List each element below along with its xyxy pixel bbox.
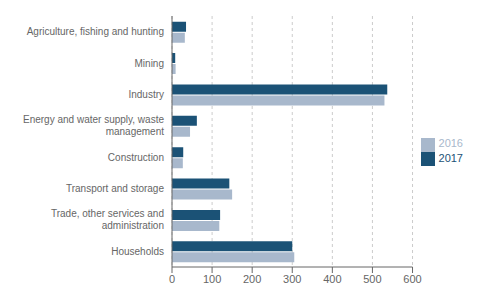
html-text:2017: 2017	[438, 151, 463, 164]
svg-text:Construction: Construction	[108, 152, 164, 163]
svg-text:100: 100	[203, 273, 221, 285]
svg-text:400: 400	[323, 273, 341, 285]
svg-text:Industry: Industry	[128, 89, 164, 100]
svg-text:Trade, other services andadmin: Trade, other services andadministration	[51, 208, 164, 231]
svg-text:600: 600	[403, 273, 421, 285]
html-text:2016: 2016	[438, 137, 463, 150]
svg-text:Households: Households	[111, 246, 164, 257]
svg-text:500: 500	[363, 273, 381, 285]
svg-text:Mining: Mining	[135, 58, 164, 69]
svg-text:Energy and water supply, waste: Energy and water supply, wastemanagement	[23, 114, 164, 137]
svg-text:0: 0	[169, 273, 175, 285]
svg-text:300: 300	[283, 273, 301, 285]
svg-text:Agriculture, fishing and hunti: Agriculture, fishing and hunting	[27, 26, 164, 37]
svg-text:200: 200	[243, 273, 261, 285]
svg-text:Transport and storage: Transport and storage	[66, 183, 164, 194]
